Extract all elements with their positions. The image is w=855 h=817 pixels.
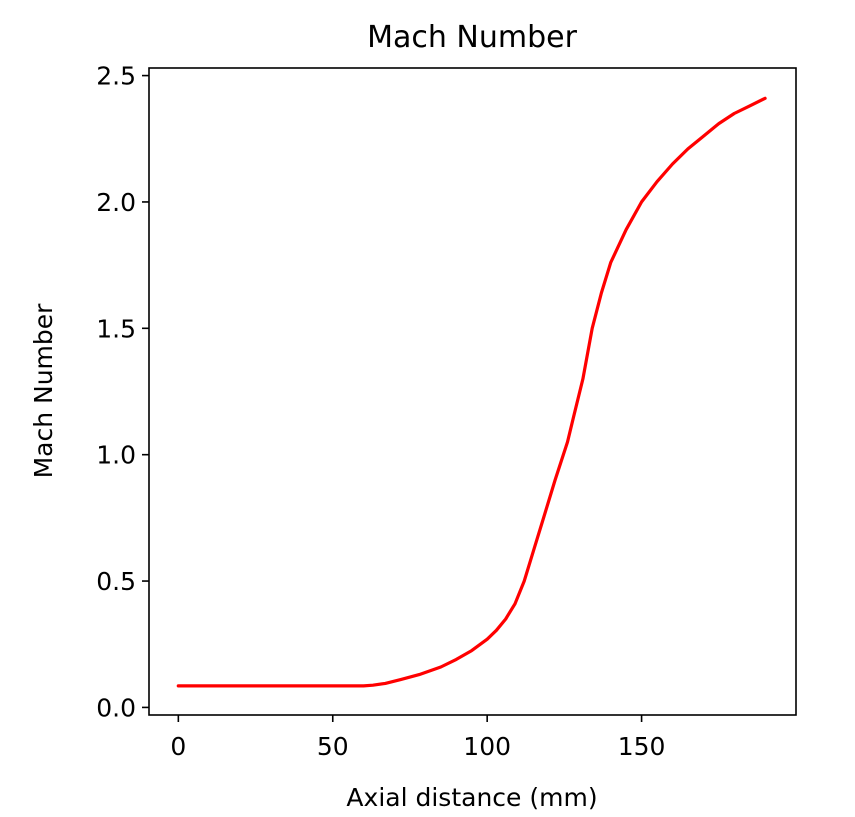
y-tick-label: 1.5 <box>96 314 136 343</box>
chart-title: Mach Number <box>367 20 577 55</box>
x-tick-label: 0 <box>170 732 186 761</box>
x-tick-label: 150 <box>618 732 666 761</box>
plot-area <box>149 68 796 715</box>
y-axis-ticks: 0.0 0.5 1.0 1.5 2.0 2.5 <box>96 62 149 722</box>
y-tick-label: 0.5 <box>96 567 136 596</box>
x-tick-label: 50 <box>317 732 349 761</box>
series-layer <box>176 96 767 688</box>
y-tick-label: 2.0 <box>96 188 136 217</box>
x-tick-label: 100 <box>463 732 511 761</box>
x-axis-ticks: 0 50 100 150 <box>170 715 665 761</box>
y-axis-label: Mach Number <box>29 303 58 479</box>
plot-frame <box>148 67 797 716</box>
x-axis-label: Axial distance (mm) <box>346 783 597 812</box>
y-tick-label: 2.5 <box>96 62 136 91</box>
mach-number-line <box>176 96 767 688</box>
y-tick-label: 1.0 <box>96 441 136 470</box>
y-tick-label: 0.0 <box>96 693 136 722</box>
